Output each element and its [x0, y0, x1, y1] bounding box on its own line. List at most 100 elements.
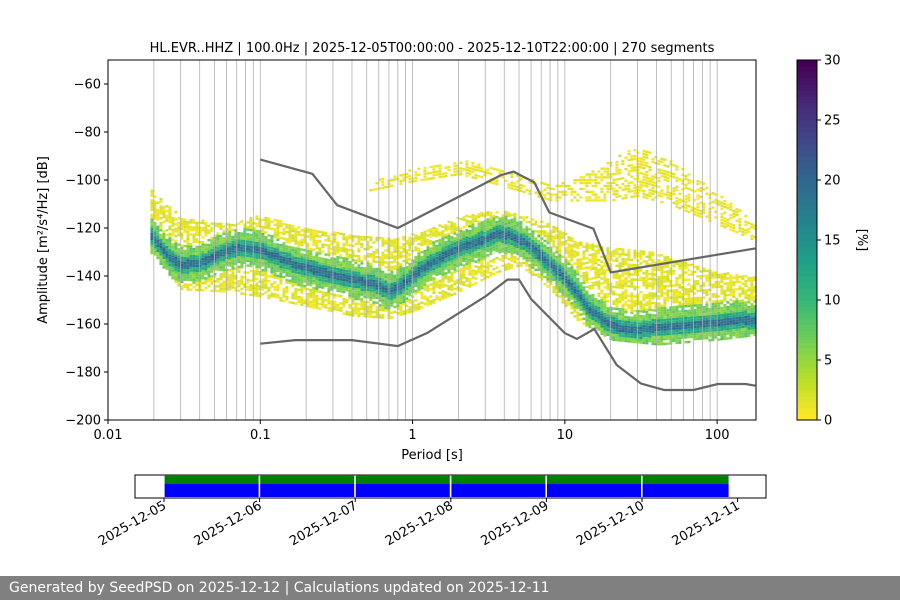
heatmap-cell: [246, 238, 250, 241]
heatmap-cell: [663, 337, 667, 341]
heatmap-cell: [549, 249, 553, 252]
heatmap-cell: [150, 192, 154, 195]
heatmap-cell: [216, 251, 220, 254]
heatmap-cell: [363, 267, 367, 270]
heatmap-cell: [441, 235, 445, 238]
heatmap-cell: [267, 263, 271, 266]
heatmap-cell: [276, 267, 280, 270]
heatmap-cell: [282, 230, 286, 233]
heatmap-cell: [297, 269, 301, 272]
heatmap-cell: [435, 232, 439, 236]
heatmap-cell: [330, 257, 334, 260]
heatmap-cell: [342, 271, 346, 274]
heatmap-cell: [429, 235, 433, 238]
heatmap-cell: [600, 199, 604, 202]
heatmap-cell: [345, 238, 349, 241]
heatmap-cell: [309, 295, 313, 299]
heatmap-cell: [462, 281, 466, 284]
heatmap-cell: [249, 240, 253, 244]
heatmap-cell: [165, 209, 169, 213]
heatmap-cell: [384, 285, 388, 288]
heatmap-cell: [477, 258, 481, 262]
heatmap-cell: [639, 303, 643, 306]
heatmap-cell: [654, 316, 658, 319]
heatmap-cell: [234, 277, 238, 280]
heatmap-cell: [204, 229, 208, 232]
heatmap-cell: [522, 190, 526, 194]
heatmap-cell: [252, 226, 256, 230]
heatmap-cell: [327, 302, 331, 305]
heatmap-cell: [429, 165, 433, 169]
heatmap-cell: [357, 259, 361, 262]
heatmap-cell: [432, 176, 436, 180]
heatmap-cell: [615, 300, 619, 303]
heatmap-cell: [516, 221, 520, 224]
heatmap-cell: [549, 282, 553, 286]
heatmap-cell: [588, 173, 592, 176]
heatmap-cell: [159, 224, 163, 227]
heatmap-cell: [570, 268, 574, 271]
heatmap-cell: [633, 321, 637, 324]
heatmap-cell: [354, 261, 358, 265]
heatmap-cell: [675, 317, 679, 321]
heatmap-cell: [678, 267, 682, 270]
heatmap-cell: [333, 233, 337, 237]
heatmap-cell: [192, 250, 196, 253]
heatmap-cell: [192, 267, 196, 270]
heatmap-cell: [330, 293, 334, 296]
heatmap-cell: [639, 331, 643, 335]
heatmap-cell: [474, 231, 478, 235]
heatmap-cell: [435, 240, 439, 243]
heatmap-cell: [201, 265, 205, 268]
heatmap-cell: [582, 308, 586, 311]
heatmap-cell: [663, 158, 667, 161]
heatmap-cell: [321, 276, 325, 280]
heatmap-cell: [666, 337, 670, 340]
heatmap-cell: [531, 247, 535, 250]
heatmap-cell: [315, 268, 319, 271]
heatmap-cell: [255, 248, 259, 252]
heatmap-cell: [513, 215, 517, 218]
heatmap-cell: [189, 274, 193, 277]
heatmap-cell: [597, 176, 601, 179]
heatmap-cell: [456, 252, 460, 256]
heatmap-cell: [378, 299, 382, 302]
heatmap-cell: [363, 291, 367, 294]
heatmap-cell: [219, 266, 223, 269]
heatmap-cell: [180, 254, 184, 257]
heatmap-cell: [633, 324, 637, 327]
heatmap-cell: [195, 274, 199, 277]
heatmap-cell: [348, 304, 352, 307]
heatmap-cell: [339, 254, 343, 257]
heatmap-cell: [654, 314, 658, 317]
heatmap-cell: [462, 240, 466, 243]
heatmap-cell: [159, 207, 163, 210]
heatmap-cell: [186, 259, 190, 262]
heatmap-cell: [186, 242, 190, 246]
heatmap-cell: [441, 172, 445, 175]
heatmap-cell: [222, 285, 226, 288]
heatmap-cell: [648, 332, 652, 336]
heatmap-cell: [651, 184, 655, 187]
heatmap-cell: [417, 276, 421, 279]
heatmap-cell: [234, 267, 238, 270]
heatmap-cell: [492, 246, 496, 249]
heatmap-cell: [243, 228, 247, 231]
heatmap-cell: [510, 213, 514, 217]
heatmap-cell: [543, 256, 547, 259]
heatmap-cell: [585, 324, 589, 327]
heatmap-cell: [300, 279, 304, 282]
heatmap-cell: [357, 271, 361, 274]
heatmap-cell: [582, 310, 586, 313]
heatmap-cell: [165, 248, 169, 251]
heatmap-cell: [189, 271, 193, 275]
heatmap-cell: [294, 252, 298, 255]
heatmap-cell: [480, 264, 484, 267]
heatmap-cell: [408, 282, 412, 285]
heatmap-cell: [276, 284, 280, 287]
heatmap-cell: [231, 267, 235, 270]
heatmap-cell: [567, 303, 571, 306]
heatmap-cell: [255, 263, 259, 266]
heatmap-cell: [654, 326, 658, 329]
heatmap-cell: [342, 286, 346, 289]
